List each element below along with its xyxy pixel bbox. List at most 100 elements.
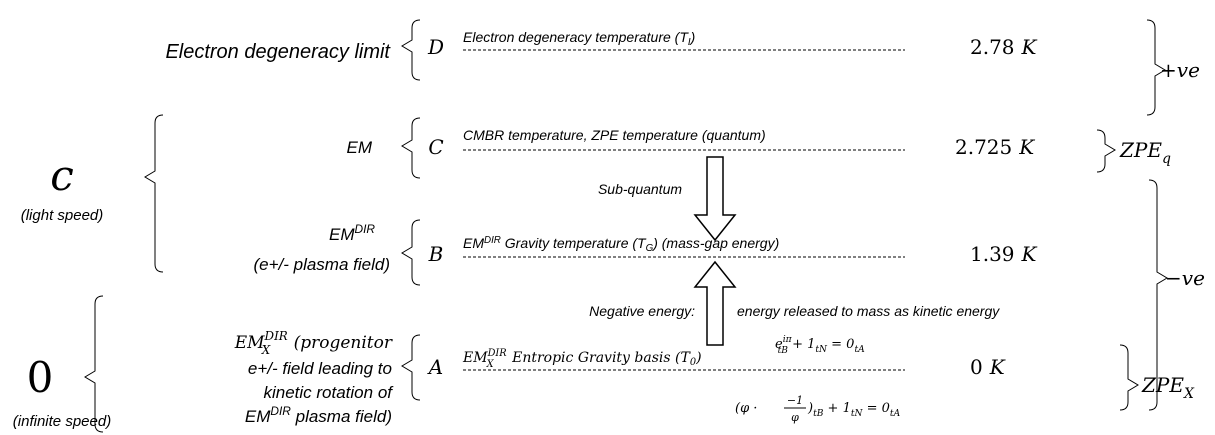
desc-part: Entropic Gravity basis (T [508,350,692,366]
label: EMDIR plasma field) [245,404,392,426]
right-label: −ve [1165,266,1205,290]
eq-part: e [775,337,783,352]
description: CMBR temperature, ZPE temperature (quant… [463,127,766,143]
equation: )tB + 1tN = 0tA [807,401,901,419]
eq-part: = 0 [827,337,854,352]
desc-part: ) [695,350,701,366]
zpe: ZPE [1141,373,1184,397]
eq-sub: tN [851,409,864,419]
right-label: +ve [1160,58,1200,82]
label-part: (progenitor [288,333,393,353]
sign: − [1165,266,1182,290]
desc-part: ) (mass-gap energy) [651,235,779,251]
desc-part: Gravity temperature (T [501,235,647,251]
eq-sub: tN [815,345,828,355]
label-sup: DIR [355,222,376,236]
brace [1096,129,1116,173]
desc-part: ) [689,29,696,45]
level-letter: D [427,35,444,59]
label: kinetic rotation of [263,383,394,402]
equation: (φ · [735,401,757,416]
desc-sub: 0 [690,357,696,368]
ve: ve [1182,266,1205,290]
value-unit: K [989,355,1006,379]
label-sub: X [261,343,271,357]
desc-part: EM [463,235,484,251]
brace [1148,179,1168,411]
eq-sub: tB [778,346,789,356]
desc-sub: X [486,359,495,370]
value-unit: K [1018,135,1035,159]
brace [84,295,104,433]
value-unit: K [1021,35,1038,59]
equation: eiπ tB + 1tN = 0tA [775,335,865,356]
brace [401,19,421,81]
eq-part: + 1 [823,401,850,416]
desc-sub: G [646,243,654,254]
arrow-up [693,260,737,346]
eq-part: = 0 [862,401,889,416]
value-number: 1.39 [970,242,1015,266]
value-number: 0 [970,355,983,379]
description: EMDIR Gravity temperature (TG) (mass-gap… [463,235,779,254]
level-letter: B [428,242,444,266]
label-part: EM [245,407,271,426]
desc-sup: DIR [484,235,501,246]
eq-num: −1 [787,394,803,407]
label-sup: DIR [270,404,291,418]
annotation: Negative energy: [589,303,695,319]
desc-sup: DIR [487,348,508,359]
zpe: ZPE [1119,138,1162,162]
zpe-sub: X [1183,386,1195,402]
eq-sup: iπ [783,335,793,345]
annotation: Sub-quantum [598,181,682,197]
eq-den: φ [791,411,799,424]
label: (e+/- plasma field) [253,255,390,274]
eq-sub: tB [813,409,824,419]
eq-part: (φ · [735,401,757,416]
brace [1119,344,1139,411]
value-number: 2.78 [970,35,1015,59]
label: Electron degeneracy limit [165,41,391,63]
level-value: 2.78 K [970,35,1038,59]
label-part: plasma field) [291,407,392,426]
level-value: 2.725 K [955,135,1035,159]
label: e+/- field leading to [248,359,392,378]
value-number: 2.725 [955,135,1012,159]
right-label: ZPEq [1119,138,1171,167]
arrow-down [693,156,737,242]
label: EMDIR X (progenitor [234,329,393,357]
eq-sub: tA [890,409,901,419]
label: EM [347,138,373,157]
brace [401,117,421,179]
eq-part: ) [807,401,813,416]
description: EMDIR X Entropic Gravity basis (T0) [462,348,702,370]
desc-part: Electron degeneracy temperature (T [463,29,689,45]
symbol: 0 [27,353,54,402]
level-letter: C [428,135,443,159]
caption: (infinite speed) [13,413,111,430]
symbol: c [50,151,74,200]
brace [1146,19,1166,116]
eq-sub: tA [854,345,865,355]
eq-part: + 1 [788,337,815,352]
level-letter: A [427,355,443,379]
brace [401,334,421,401]
label-sup: DIR [264,329,288,343]
description: Electron degeneracy temperature (TI) [463,29,695,48]
level-value: 1.39 K [970,242,1038,266]
desc-sub: I [688,37,691,48]
value-unit: K [1021,242,1038,266]
label-part: EM [329,225,355,244]
ve: ve [1177,58,1200,82]
label: EMDIR [329,222,375,244]
zpe-sub: q [1162,151,1171,167]
sign: + [1160,58,1177,82]
annotation: energy released to mass as kinetic energ… [737,303,1000,319]
right-label: ZPEX [1141,373,1195,402]
label-part: EM [234,333,265,353]
desc-part: EM [462,350,488,366]
brace [401,219,421,286]
